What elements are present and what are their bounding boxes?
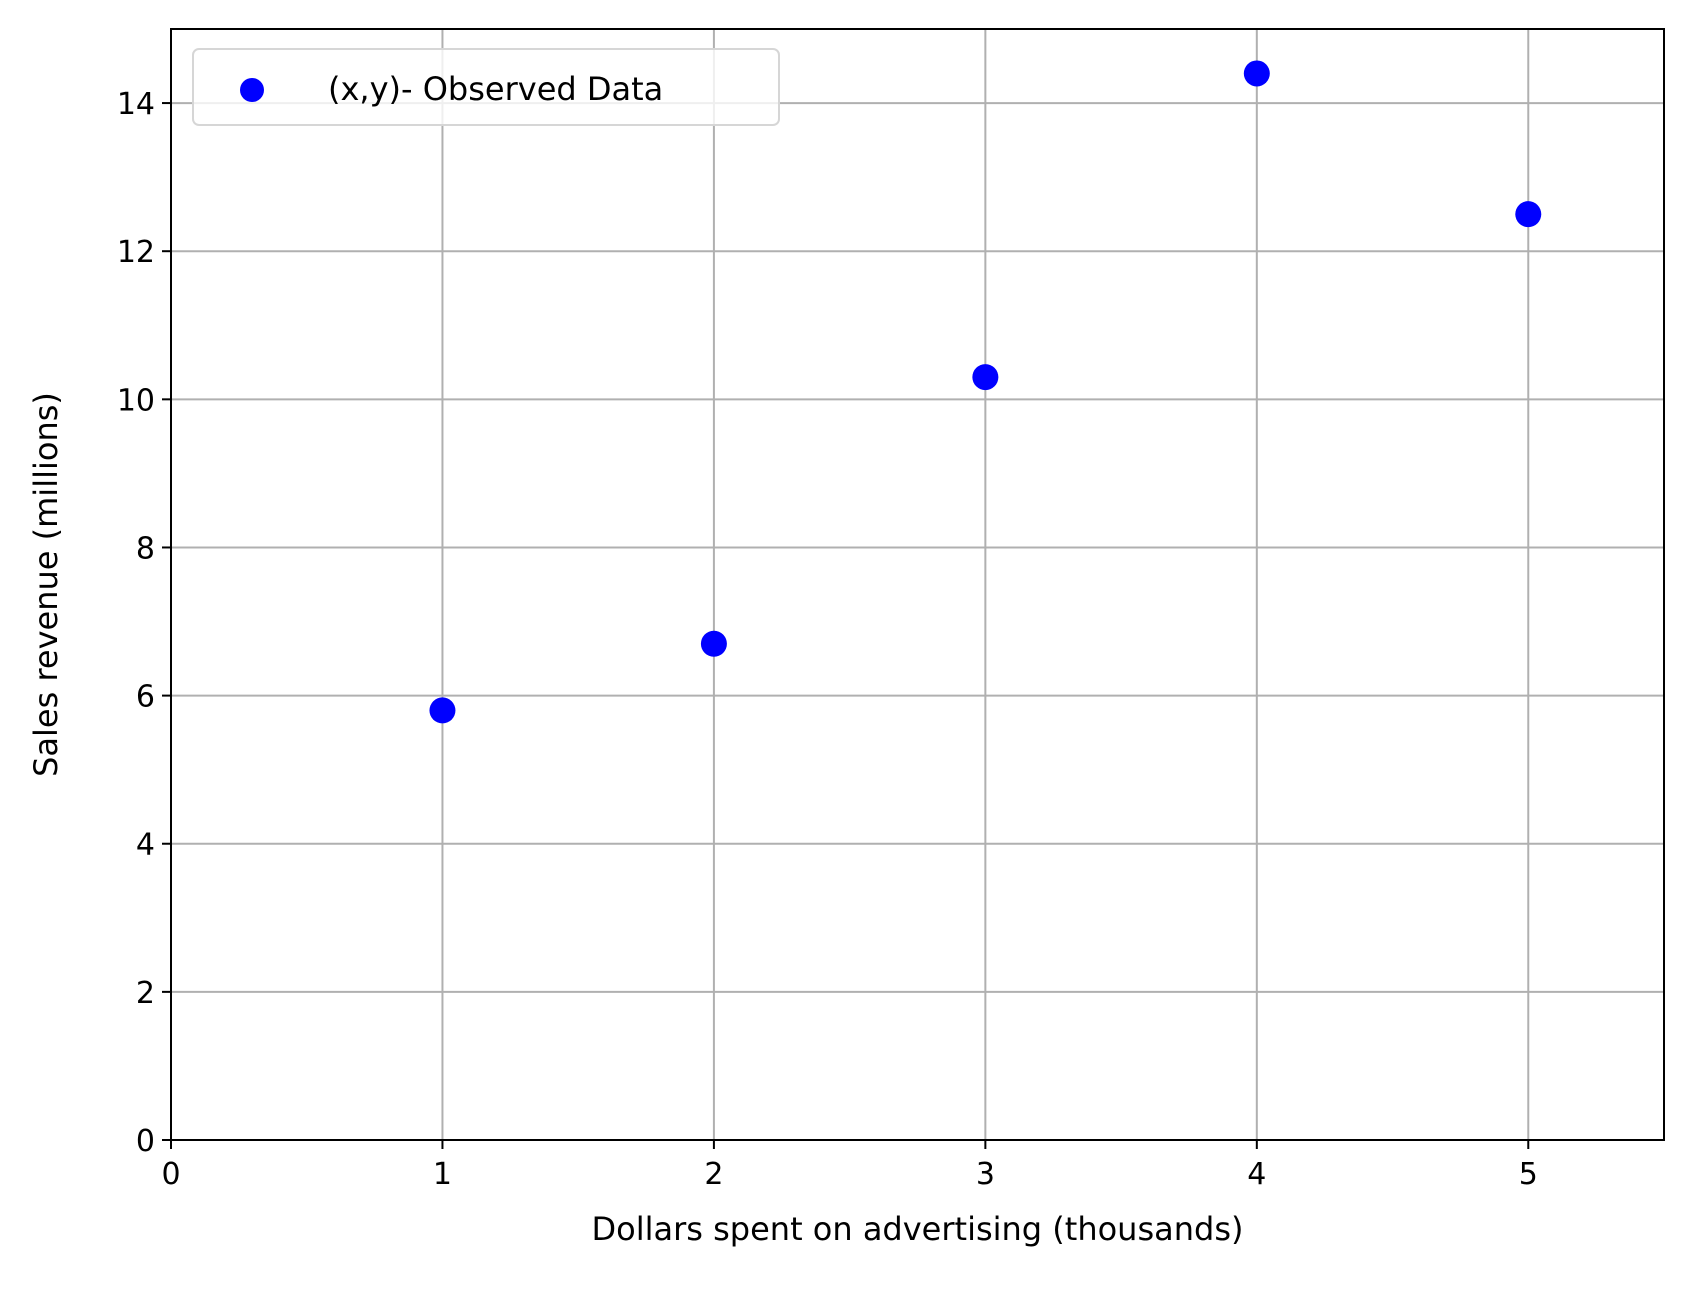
data-point	[1243, 60, 1270, 87]
data-point	[972, 364, 999, 391]
plot-frame	[170, 28, 1665, 1141]
x-tick-label: 0	[161, 1157, 180, 1192]
data-point	[429, 697, 456, 724]
legend-marker	[240, 78, 264, 102]
y-tick-label: 4	[136, 828, 155, 863]
y-tick-label: 6	[136, 680, 155, 715]
legend-box	[192, 48, 780, 126]
y-tick-label: 14	[117, 87, 155, 122]
y-tick-label: 10	[117, 383, 155, 418]
x-tick-label: 4	[1247, 1157, 1266, 1192]
x-tick-label: 1	[433, 1157, 452, 1192]
x-tick-label: 2	[704, 1157, 723, 1192]
y-tick-label: 0	[136, 1124, 155, 1159]
data-points	[429, 60, 1542, 724]
x-tick-label: 3	[976, 1157, 995, 1192]
y-tick-label: 2	[136, 976, 155, 1011]
data-point	[1515, 201, 1542, 228]
legend: (x,y)- Observed Data	[192, 48, 780, 126]
x-tick-label: 5	[1519, 1157, 1538, 1192]
data-point	[700, 630, 727, 657]
y-tick-label: 8	[136, 531, 155, 566]
y-axis-label: Sales revenue (millions)	[27, 392, 65, 777]
legend-label: (x,y)- Observed Data	[328, 70, 663, 108]
x-axis-label: Dollars spent on advertising (thousands)	[592, 1210, 1244, 1248]
y-tick-label: 12	[117, 235, 155, 270]
